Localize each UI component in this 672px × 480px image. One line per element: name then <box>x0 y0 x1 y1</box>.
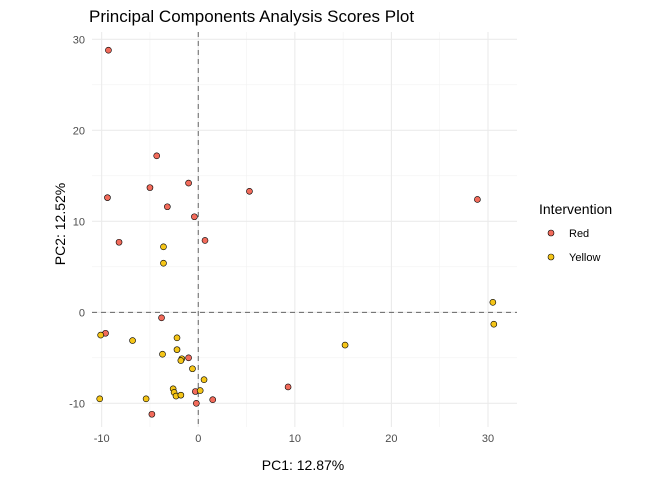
reference-lines <box>92 32 517 427</box>
data-point-red <box>246 187 253 195</box>
data-point-red <box>115 238 123 246</box>
y-axis-tick-labels: -10 0 10 20 30 <box>69 34 85 410</box>
data-point-red <box>153 152 161 160</box>
legend-key-yellow <box>547 253 555 261</box>
data-point-red <box>158 314 165 322</box>
x-tick-label: 20 <box>385 433 397 445</box>
data-point-yellow <box>160 259 167 267</box>
data-point-red <box>191 213 198 221</box>
y-axis-title: PC2: 12.52% <box>52 183 68 266</box>
data-point-yellow <box>200 376 208 383</box>
legend-label-red: Red <box>569 228 589 240</box>
x-tick-label: 10 <box>289 433 301 445</box>
x-axis-tick-labels: -10 0 10 20 30 <box>94 433 494 445</box>
y-tick-label: -10 <box>69 398 85 410</box>
legend-items: Red Yellow <box>547 228 600 264</box>
x-axis-title: PC1: 12.87% <box>262 457 345 473</box>
data-point-yellow <box>341 341 349 349</box>
data-point-red <box>185 179 192 187</box>
data-point-red <box>474 196 481 203</box>
data-point-red <box>185 354 192 362</box>
y-tick-label: 20 <box>73 125 85 137</box>
legend-title: Intervention <box>539 201 612 217</box>
chart-title: Principal Components Analysis Scores Plo… <box>89 7 414 26</box>
major-gridlines <box>92 32 517 427</box>
legend: Intervention Red Yellow <box>539 201 612 264</box>
y-tick-label: 0 <box>79 307 85 319</box>
data-point-yellow <box>159 350 166 358</box>
data-points <box>96 46 498 418</box>
data-point-red <box>209 396 217 403</box>
legend-key-red <box>547 229 555 237</box>
data-point-red <box>148 410 156 418</box>
data-point-red <box>104 194 111 201</box>
data-point-yellow <box>490 320 498 328</box>
minor-gridlines <box>92 32 517 427</box>
data-point-red <box>193 400 200 407</box>
y-tick-label: 10 <box>73 216 85 228</box>
data-point-yellow <box>177 357 185 364</box>
data-point-yellow <box>173 346 181 353</box>
data-point-yellow <box>489 299 497 306</box>
data-point-yellow <box>173 334 181 342</box>
data-point-yellow <box>177 391 185 399</box>
data-point-red <box>284 383 292 391</box>
data-point-red <box>105 46 112 54</box>
x-tick-label: 30 <box>482 433 494 445</box>
data-point-yellow <box>160 243 167 251</box>
data-point-yellow <box>129 337 136 344</box>
data-point-red <box>164 203 171 211</box>
plot-panel <box>92 32 517 427</box>
x-tick-label: 0 <box>195 433 201 445</box>
data-point-red <box>201 237 209 244</box>
data-point-yellow <box>196 387 204 394</box>
data-point-yellow <box>142 395 150 403</box>
x-tick-label: -10 <box>94 433 110 445</box>
data-point-yellow <box>96 395 104 403</box>
data-point-red <box>146 184 154 191</box>
y-tick-label: 30 <box>73 34 85 46</box>
data-point-yellow <box>189 365 196 373</box>
legend-label-yellow: Yellow <box>569 252 600 264</box>
data-point-yellow <box>97 331 104 339</box>
